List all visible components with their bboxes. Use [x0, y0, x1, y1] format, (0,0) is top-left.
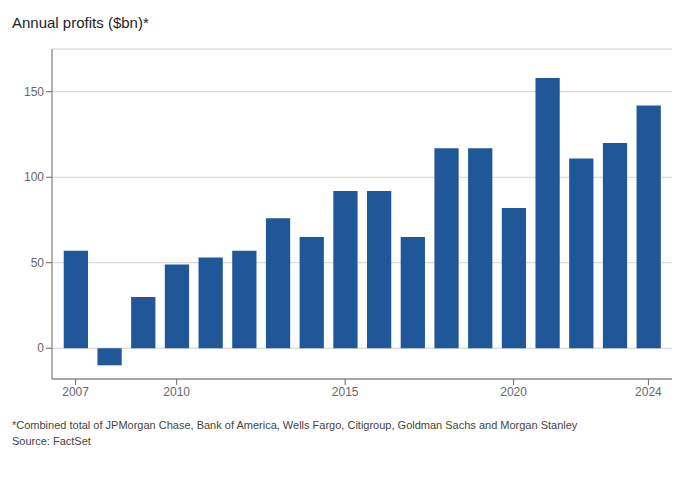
svg-text:100: 100	[24, 170, 44, 184]
svg-text:2020: 2020	[500, 385, 527, 399]
svg-text:0: 0	[37, 341, 44, 355]
svg-text:2024: 2024	[635, 385, 662, 399]
svg-text:50: 50	[31, 256, 45, 270]
svg-text:2015: 2015	[332, 385, 359, 399]
html-text:Source: FactSet: Source: FactSet	[12, 435, 91, 447]
html-text:Annual profits ($bn)*: Annual profits ($bn)*	[12, 14, 149, 31]
html-text:*Combined total of JPMorgan Ch: *Combined total of JPMorgan Chase, Bank …	[12, 419, 578, 431]
svg-text:150: 150	[24, 85, 44, 99]
svg-text:2010: 2010	[163, 385, 190, 399]
svg-text:2007: 2007	[62, 385, 89, 399]
